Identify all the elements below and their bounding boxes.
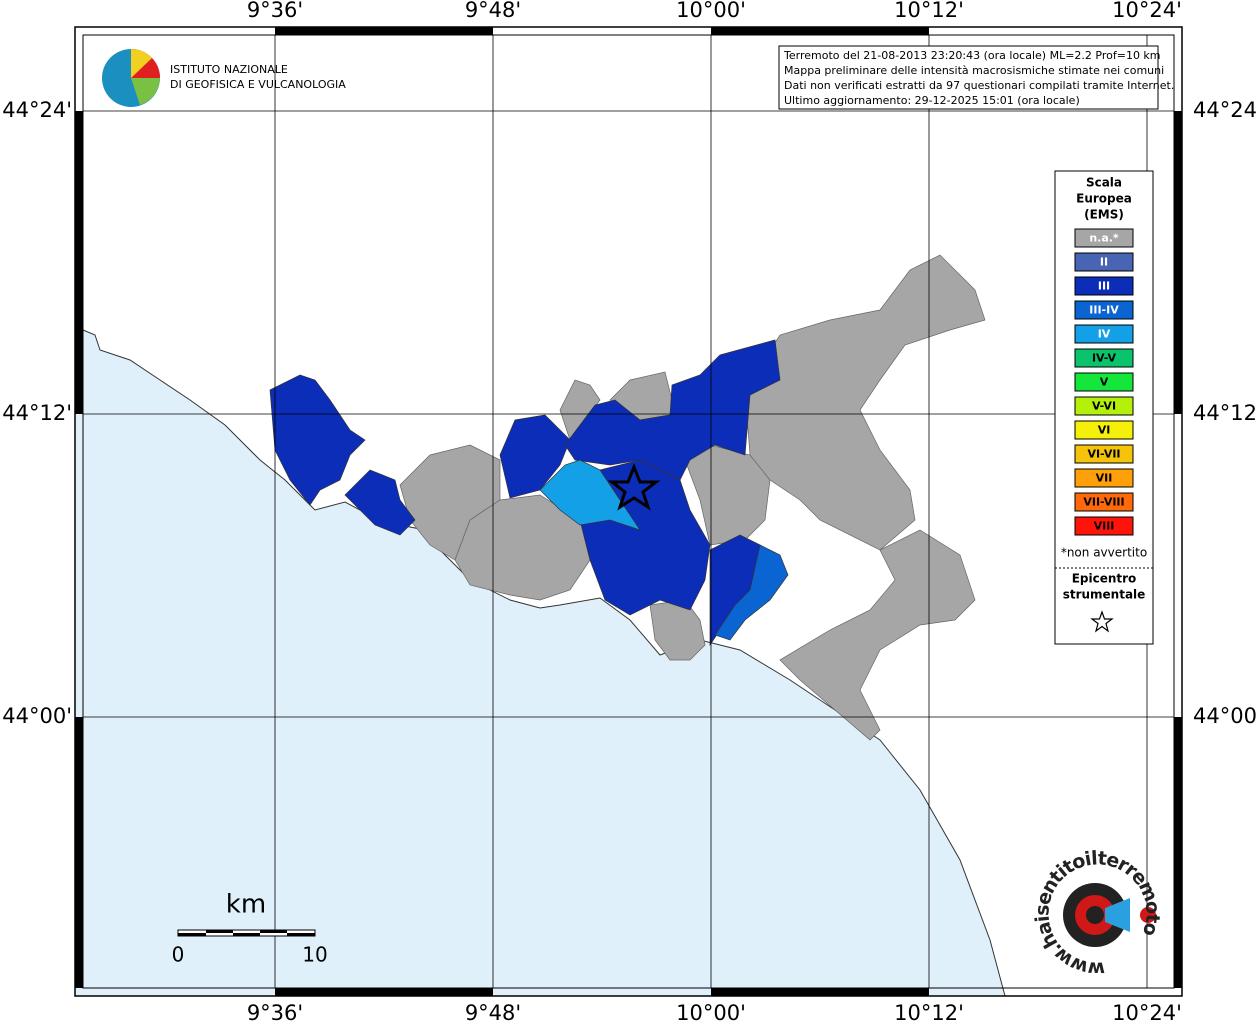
lon-label: 10°12' (894, 0, 964, 22)
legend-swatch (1074, 492, 1134, 512)
legend-label: IV-V (1092, 352, 1117, 365)
legend-label: III-IV (1089, 304, 1119, 317)
lat-label: 44°00' (2, 704, 72, 728)
lat-label: 44°24' (2, 98, 72, 122)
legend-label: V-VI (1092, 400, 1116, 413)
logo-text: DI GEOFISICA E VULCANOLOGIA (170, 78, 346, 91)
lat-label: 44°12' (2, 401, 72, 425)
info-line: Terremoto del 21-08-2013 23:20:43 (ora l… (783, 49, 1161, 62)
legend-title: Europea (1076, 192, 1132, 206)
legend-label: III (1098, 280, 1110, 293)
info-line: Dati non verificati estratti da 97 quest… (784, 79, 1174, 92)
info-line: Ultimo aggiornamento: 29-12-2025 15:01 (… (784, 94, 1080, 107)
legend-swatch (1074, 396, 1134, 416)
lon-label: 9°48' (465, 0, 521, 22)
lon-label: 10°00' (676, 1001, 746, 1024)
legend-label: V (1100, 376, 1109, 389)
lon-label: 10°00' (676, 0, 746, 22)
scale-bar: km 0 10 (172, 890, 328, 967)
legend-swatch (1074, 348, 1134, 368)
legend-swatch (1074, 420, 1134, 440)
lat-label: 44°00' (1193, 704, 1256, 728)
legend-title: Scala (1086, 176, 1122, 190)
legend-star (1090, 610, 1114, 633)
lon-label: 9°36' (247, 1001, 303, 1024)
legend-label: VIII (1094, 520, 1115, 533)
intensity-areas (269, 339, 789, 647)
legend-label: VII-VIII (1083, 496, 1124, 509)
scale-label: 10 (302, 943, 327, 967)
legend-swatch (1074, 444, 1134, 464)
legend-swatch (1074, 468, 1134, 488)
legend-label: VII (1096, 472, 1113, 485)
legend-note: *non avvertito (1061, 546, 1147, 560)
legend-label: VI-VII (1087, 448, 1120, 461)
legend-label: II (1100, 256, 1108, 269)
legend-swatch (1074, 252, 1134, 272)
scale-label: 0 (172, 943, 185, 967)
lat-label: 44°24' (1193, 98, 1256, 122)
legend-swatch (1074, 372, 1134, 392)
legend-title: (EMS) (1084, 208, 1124, 222)
legend-epicenter: strumentale (1063, 588, 1146, 602)
legend-epicenter: Epicentro (1072, 572, 1137, 586)
legend-swatch (1074, 228, 1134, 248)
legend-swatch (1074, 300, 1134, 320)
frame-border (74, 26, 1183, 997)
legend-label: VI (1098, 424, 1111, 437)
epicenter-star (607, 462, 661, 511)
lon-label: 9°48' (465, 1001, 521, 1024)
sea (74, 329, 1006, 997)
legend-swatch (1074, 276, 1134, 296)
municipalities (399, 254, 986, 741)
info-box (778, 45, 1159, 110)
legend-label: n.a.* (1089, 232, 1119, 245)
lon-label: 10°24' (1112, 0, 1182, 22)
info-line: Mappa preliminare delle intensità macros… (784, 64, 1164, 77)
lon-label: 10°24' (1112, 1001, 1182, 1024)
legend-label: IV (1098, 328, 1111, 341)
lon-label: 10°12' (894, 1001, 964, 1024)
ingv-logo: ISTITUTO NAZIONALE DI GEOFISICA E VULCAN… (102, 49, 346, 107)
legend-swatch (1074, 516, 1134, 536)
lon-label: 9°36' (247, 0, 303, 22)
logo-text: ISTITUTO NAZIONALE (170, 63, 288, 76)
scale-unit: km (226, 890, 266, 920)
legend-swatch (1074, 324, 1134, 344)
lat-label: 44°12' (1193, 401, 1256, 425)
